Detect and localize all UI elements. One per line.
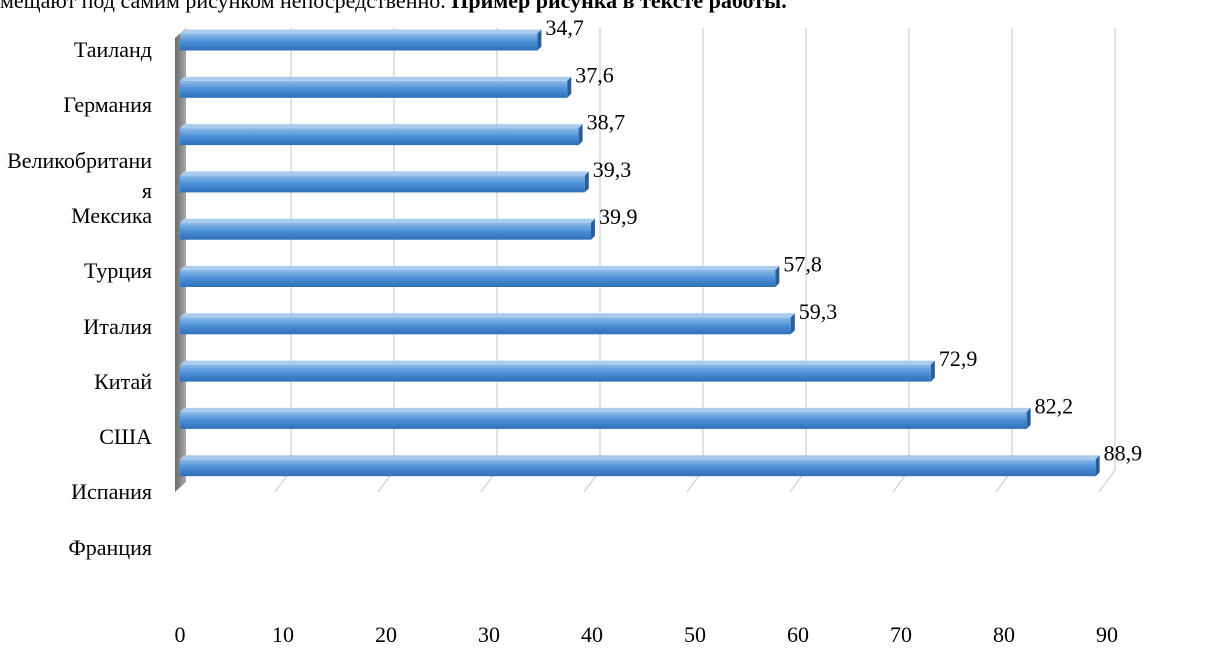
- x-tick-label: 50: [684, 622, 706, 647]
- data-label: 39,3: [593, 157, 632, 182]
- data-label: 82,2: [1035, 393, 1074, 418]
- data-label: 72,9: [939, 346, 978, 371]
- y-tick-label: Китай: [94, 368, 152, 394]
- bar-top: [180, 29, 542, 34]
- y-tick-label: Таиланд: [73, 37, 152, 62]
- text: мещают под самим рисунком непосредственн…: [0, 0, 446, 13]
- y-tick-label: Германия: [63, 92, 152, 118]
- data-label: 88,9: [1104, 441, 1143, 466]
- bar-side: [578, 124, 583, 146]
- x-tick-label: 80: [993, 622, 1015, 647]
- bar: [180, 175, 585, 193]
- bar-side: [790, 313, 795, 335]
- grid-line: [1098, 28, 1116, 493]
- bar-top: [180, 124, 583, 129]
- x-tick-label: 70: [890, 622, 912, 647]
- bold-text: Пример рисунка в тексте работы.: [451, 0, 787, 13]
- bar: [180, 364, 931, 382]
- data-label: 38,7: [587, 110, 626, 135]
- data-label: 37,6: [575, 62, 614, 87]
- y-tick-label: Великобритания: [7, 147, 152, 203]
- bar-top: [180, 218, 595, 223]
- bar-top: [180, 360, 935, 365]
- bar-side: [567, 76, 572, 98]
- y-tick-label: Мексика: [71, 202, 152, 228]
- bar: [180, 411, 1027, 429]
- bar-top: [180, 76, 572, 81]
- x-tick-label: 40: [581, 622, 603, 647]
- y-tick-label: США: [99, 424, 152, 450]
- bar: [180, 128, 579, 146]
- x-tick-label: 10: [272, 622, 294, 647]
- data-label: 59,3: [799, 299, 838, 324]
- data-label: 34,7: [545, 15, 584, 40]
- y-tick-label: Франция: [68, 534, 152, 560]
- bar-top: [180, 313, 795, 318]
- bar: [180, 317, 791, 335]
- bar: [180, 222, 591, 240]
- bar-top: [180, 171, 589, 176]
- x-tick-label: 30: [478, 622, 500, 647]
- bar-side: [775, 266, 780, 287]
- bar: [180, 270, 776, 287]
- y-tick-label: Италия: [83, 313, 152, 339]
- data-label: 39,9: [599, 204, 638, 229]
- x-tick-label: 90: [1096, 622, 1118, 647]
- bar-top: [180, 407, 1031, 412]
- bar-top: [180, 266, 780, 270]
- bar-side: [1095, 455, 1100, 477]
- x-tick-label: 20: [375, 622, 397, 647]
- x-tick-label: 0: [175, 622, 186, 647]
- x-tick-label: 60: [787, 622, 809, 647]
- bar: [180, 459, 1096, 477]
- bar-side: [584, 171, 589, 193]
- bar: [180, 80, 568, 98]
- y-tick-label: Турция: [83, 258, 152, 284]
- y-tick-label: Испания: [71, 479, 152, 505]
- bar: [180, 33, 538, 51]
- caption-text: мещают под самим рисунком непосредственн…: [0, 0, 787, 14]
- bar-side: [1026, 407, 1031, 429]
- bar-side: [930, 360, 935, 382]
- bar-side: [590, 218, 595, 240]
- bar-side: [537, 29, 542, 51]
- data-label: 57,8: [783, 252, 822, 277]
- bar-top: [180, 455, 1100, 460]
